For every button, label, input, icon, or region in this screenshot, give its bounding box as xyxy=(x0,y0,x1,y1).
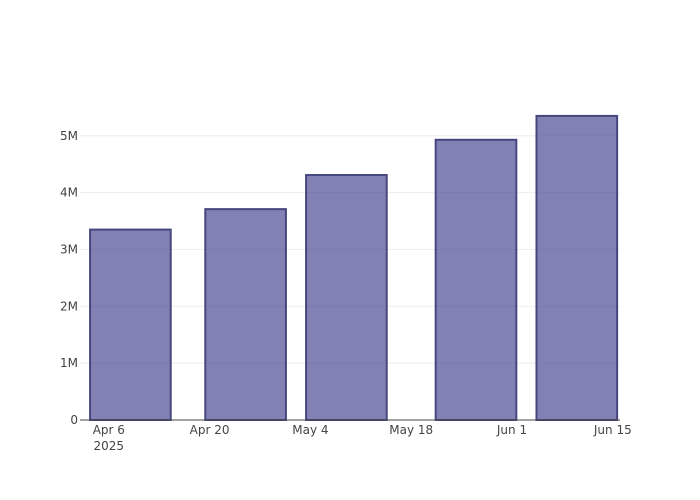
bar xyxy=(535,114,619,422)
x-tick-label: May 4 xyxy=(292,423,328,437)
x-tick-label: Apr 20 xyxy=(190,423,230,437)
x-tick-label: Jun 1 xyxy=(496,423,527,437)
x-tick-label: May 18 xyxy=(389,423,433,437)
y-tick-label: 1M xyxy=(60,356,78,370)
x-tick-label: Jun 15 xyxy=(593,423,632,437)
y-tick-label: 5M xyxy=(60,129,78,143)
bar xyxy=(204,208,287,421)
bar xyxy=(305,174,388,421)
y-tick-label: 0 xyxy=(70,413,78,427)
y-tick-label: 4M xyxy=(60,186,78,200)
y-tick-label: 2M xyxy=(60,299,78,313)
bar xyxy=(434,138,518,421)
y-tick-label: 3M xyxy=(60,242,78,256)
bar xyxy=(89,228,172,421)
x-tick-label: Apr 6 xyxy=(93,423,125,437)
x-year-label: 2025 xyxy=(94,439,125,453)
